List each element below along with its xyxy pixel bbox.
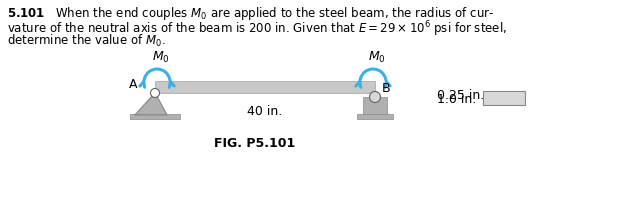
Bar [363,97,387,115]
Text: determine the value of $M_0$.: determine the value of $M_0$. [7,33,166,49]
Text: FIG. P5.101: FIG. P5.101 [214,137,296,150]
Text: vature of the neutral axis of the beam is 200 in. Given that $E = 29 \times 10^6: vature of the neutral axis of the beam i… [7,19,507,39]
Text: $M_0$: $M_0$ [368,50,386,65]
Text: $M_0$: $M_0$ [152,50,170,65]
Bar [155,81,375,93]
Polygon shape [135,93,167,115]
Circle shape [151,89,159,97]
Bar [483,91,525,105]
Text: 0.25 in.: 0.25 in. [437,89,484,102]
Text: $\mathbf{5.101}$   When the end couples $M_0$ are applied to the steel beam, the: $\mathbf{5.101}$ When the end couples $M… [7,5,494,22]
Text: 1.0 in.: 1.0 in. [437,93,476,106]
Text: A: A [129,78,137,92]
Text: 40 in.: 40 in. [248,105,282,118]
Bar [130,114,180,119]
Text: B: B [382,81,391,95]
Bar [357,114,393,119]
Circle shape [369,92,381,103]
